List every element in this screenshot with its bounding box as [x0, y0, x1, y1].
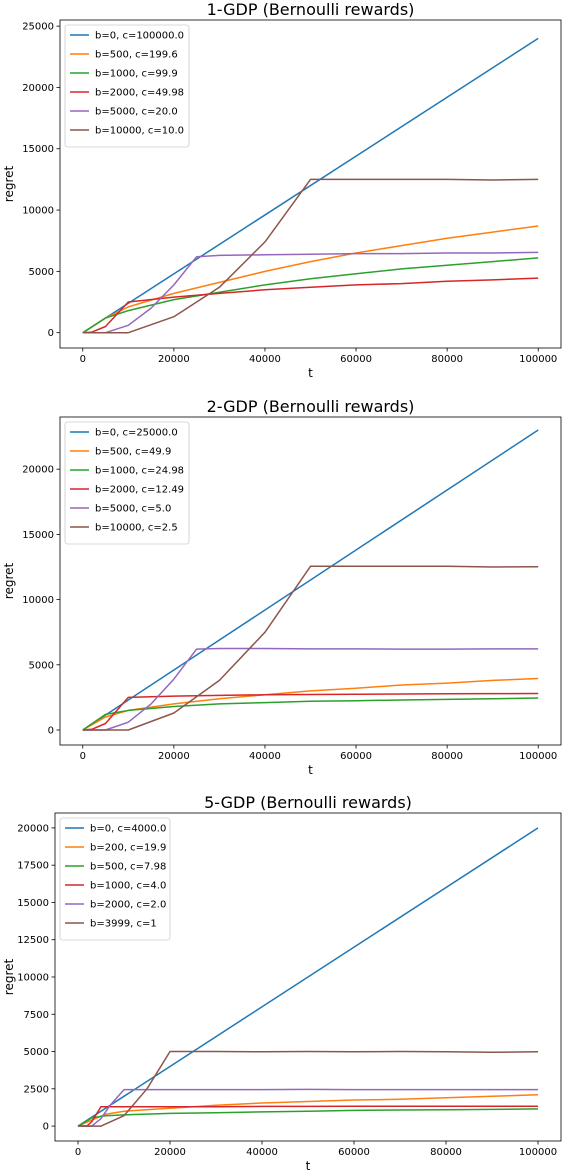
legend-box — [59, 817, 171, 941]
series-line-1 — [82, 429, 539, 731]
series-line-4 — [77, 1105, 538, 1127]
x-tick-label: 0 — [80, 354, 86, 365]
x-tick-label: 60000 — [340, 354, 372, 365]
series-line-2 — [82, 225, 539, 334]
y-tick-label: 15000 — [22, 144, 54, 155]
legend-label: b=10000, c=2.5 — [95, 523, 178, 534]
series-line-5 — [78, 1088, 538, 1127]
y-tick-label: 20000 — [17, 823, 49, 834]
legend-label: b=2000, c=2.0 — [90, 900, 166, 911]
x-tick-label: 20000 — [158, 751, 190, 762]
x-tick-label: 20000 — [158, 354, 190, 365]
axes-frame — [59, 19, 562, 349]
x-tick-label: 40000 — [246, 1147, 278, 1158]
y-tick-label: 20000 — [22, 83, 54, 94]
legend-label: b=1000, c=4.0 — [90, 881, 166, 892]
x-tick-label: 80000 — [430, 1147, 462, 1158]
chart-title: 5-GDP (Bernoulli rewards) — [204, 793, 412, 812]
x-axis-label: t — [308, 763, 313, 777]
y-tick-label: 10000 — [22, 595, 54, 606]
legend-label: b=5000, c=20.0 — [95, 107, 178, 118]
y-tick-label: 15000 — [22, 530, 54, 541]
legend-label: b=2000, c=49.98 — [95, 88, 184, 99]
x-tick-label: 60000 — [340, 751, 372, 762]
series-line-5 — [82, 647, 539, 731]
legend-label: b=1000, c=24.98 — [95, 466, 184, 477]
axes-frame — [59, 416, 562, 746]
series-line-4 — [82, 277, 539, 334]
series-line-6 — [82, 565, 539, 731]
x-tick-label: 0 — [75, 1147, 81, 1158]
series-line-1 — [82, 37, 539, 334]
legend-box — [64, 24, 190, 148]
y-tick-label: 0 — [48, 328, 54, 339]
series-line-5 — [82, 251, 539, 334]
y-tick-label: 5000 — [29, 660, 54, 671]
legend: b=0, c=25000.0 b=500, c=49.9 b=1000, c=24.… — [64, 421, 190, 545]
legend-label: b=0, c=4000.0 — [90, 824, 166, 835]
y-tick-label: 2500 — [24, 1084, 49, 1095]
legend-label: b=3999, c=1 — [90, 919, 157, 930]
series-line-3 — [82, 257, 539, 334]
y-axis-label: regret — [2, 165, 16, 202]
y-axis-label: regret — [2, 562, 16, 599]
x-axis-label: t — [306, 1159, 311, 1172]
series-line-3 — [82, 697, 539, 731]
y-axis-label: regret — [2, 958, 16, 995]
x-tick-label: 100000 — [519, 354, 557, 365]
chart-title: 2-GDP (Bernoulli rewards) — [207, 397, 415, 416]
x-axis-label: t — [308, 366, 313, 380]
legend-label: b=1000, c=99.9 — [95, 69, 178, 80]
chart-1: 1-GDP (Bernoulli rewards) 0 20000 40000 6000… — [2, 0, 562, 380]
y-tick-label: 0 — [48, 726, 54, 737]
series-line-2 — [77, 1094, 539, 1127]
chart-3: 5-GDP (Bernoulli rewards) 0 20000 40000 6000… — [2, 793, 562, 1172]
legend-label: b=0, c=100000.0 — [95, 31, 184, 42]
series-line-6 — [78, 1050, 539, 1127]
y-tick-label: 10000 — [22, 206, 54, 217]
y-tick-label: 5000 — [29, 267, 54, 278]
y-tick-label: 10000 — [17, 973, 49, 984]
legend-label: b=500, c=49.9 — [95, 447, 171, 458]
plot-area — [82, 37, 539, 334]
legend-label: b=0, c=25000.0 — [95, 428, 178, 439]
y-tick-label: 25000 — [22, 22, 54, 33]
y-tick-label: 15000 — [17, 898, 49, 909]
chart-2: 2-GDP (Bernoulli rewards) 0 20000 40000 6000… — [2, 397, 562, 777]
x-tick-label: 80000 — [431, 751, 463, 762]
x-tick-label: 40000 — [249, 751, 281, 762]
x-tick-label: 40000 — [249, 354, 281, 365]
legend-label: b=500, c=7.98 — [90, 862, 166, 873]
y-tick-label: 7500 — [24, 1010, 49, 1021]
y-tick-label: 5000 — [24, 1047, 49, 1058]
legend: b=0, c=4000.0 b=200, c=19.9 b=500, c=7.98 b… — [59, 817, 171, 941]
legend-label: b=2000, c=12.49 — [95, 485, 184, 496]
plot-area — [82, 429, 539, 731]
series-line-4 — [82, 692, 539, 731]
x-tick-label: 20000 — [154, 1147, 186, 1158]
x-tick-label: 100000 — [519, 1147, 557, 1158]
legend-label: b=500, c=199.6 — [95, 50, 178, 61]
y-tick-label: 17500 — [17, 861, 49, 872]
x-tick-label: 80000 — [431, 354, 463, 365]
y-tick-label: 12500 — [17, 935, 49, 946]
legend-label: b=10000, c=10.0 — [95, 126, 184, 137]
legend-label: b=5000, c=5.0 — [95, 504, 171, 515]
x-tick-label: 60000 — [338, 1147, 370, 1158]
x-tick-label: 0 — [80, 751, 86, 762]
legend-box — [64, 421, 190, 545]
x-tick-label: 100000 — [519, 751, 557, 762]
y-tick-label: 20000 — [22, 465, 54, 476]
series-line-6 — [82, 178, 539, 334]
chart-title: 1-GDP (Bernoulli rewards) — [207, 0, 415, 19]
legend: b=0, c=100000.0 b=500, c=199.6 b=1000, c=9… — [64, 24, 190, 148]
series-line-3 — [77, 1108, 539, 1127]
y-tick-label: 0 — [43, 1122, 49, 1133]
legend-label: b=200, c=19.9 — [90, 843, 166, 854]
plot-area — [77, 827, 539, 1127]
